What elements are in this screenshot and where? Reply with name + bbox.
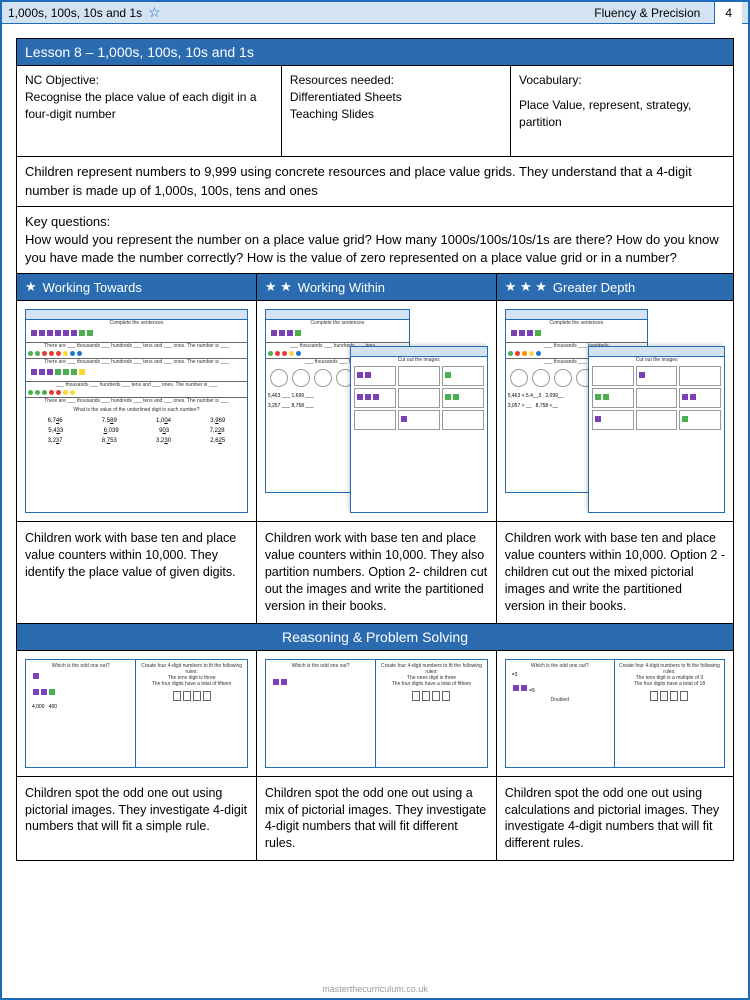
within-worksheet: Complete the sentences ___ thousands ___…: [257, 301, 497, 521]
worksheet-pair: Complete the sentences ___ thousands ___…: [265, 309, 488, 513]
worksheet-front-thumb: Cut out the images: [350, 346, 488, 513]
footer-url: masterthecurriculum.co.uk: [322, 984, 428, 994]
main-content: Lesson 8 – 1,000s, 100s, 10s and 1s NC O…: [2, 24, 748, 875]
reasoning-descriptions: Children spot the odd one out using pict…: [17, 776, 733, 861]
worksheet-front-thumb: Cut out the images: [588, 346, 725, 513]
worksheets-row: Complete the sentences There are ___ tho…: [17, 300, 733, 521]
objective-text: Recognise the place value of each digit …: [25, 89, 273, 123]
level-headers-row: ★ Working Towards ★ ★ Working Within ★ ★…: [17, 273, 733, 300]
reasoning-header: Reasoning & Problem Solving: [17, 623, 733, 650]
working-within-header: ★ ★ Working Within: [257, 274, 497, 300]
page-header: 1,000s, 100s, 10s and 1s ☆ Fluency & Pre…: [2, 2, 748, 24]
depth-label: Greater Depth: [553, 280, 635, 295]
reasoning-thumb-2: Which is the odd one out? Create four 4-…: [257, 651, 497, 776]
working-towards-header: ★ Working Towards: [17, 274, 257, 300]
star-icon: ★ ★: [265, 279, 292, 295]
resources-label: Resources needed:: [290, 72, 502, 89]
towards-label: Working Towards: [43, 280, 142, 295]
depth-worksheet: Complete the sentences ___ thousands ___…: [497, 301, 733, 521]
level-descriptions: Children work with base ten and place va…: [17, 521, 733, 622]
vocab-cell: Vocabulary: Place Value, represent, stra…: [511, 66, 733, 156]
header-right-group: Fluency & Precision 4: [594, 2, 742, 24]
objective-cell: NC Objective: Recognise the place value …: [17, 66, 282, 156]
towards-desc: Children work with base ten and place va…: [17, 522, 257, 622]
depth-desc: Children work with base ten and place va…: [497, 522, 733, 622]
key-questions: How would you represent the number on a …: [25, 231, 725, 267]
lesson-table: Lesson 8 – 1,000s, 100s, 10s and 1s NC O…: [16, 38, 734, 861]
header-left-group: 1,000s, 100s, 10s and 1s ☆: [8, 4, 161, 21]
objective-label: NC Objective:: [25, 72, 273, 89]
key-q-label: Key questions:: [25, 213, 725, 231]
reasoning-thumb-1: Which is the odd one out? 4,000 400 Crea…: [17, 651, 257, 776]
greater-depth-header: ★ ★ ★ Greater Depth: [497, 274, 733, 300]
within-desc: Children work with base ten and place va…: [257, 522, 497, 622]
towards-worksheet: Complete the sentences There are ___ tho…: [17, 301, 257, 521]
lesson-title: Lesson 8 – 1,000s, 100s, 10s and 1s: [17, 39, 733, 65]
reasoning-desc-3: Children spot the odd one out using calc…: [497, 777, 733, 861]
vocab-text: Place Value, represent, strategy, partit…: [519, 97, 725, 131]
reasoning-desc-2: Children spot the odd one out using a mi…: [257, 777, 497, 861]
resources-text: Differentiated Sheets Teaching Slides: [290, 89, 502, 123]
category-label: Fluency & Precision: [594, 6, 700, 20]
reasoning-desc-1: Children spot the odd one out using pict…: [17, 777, 257, 861]
vocab-label: Vocabulary:: [519, 72, 725, 89]
key-questions-row: Key questions: How would you represent t…: [17, 206, 733, 274]
description-row: Children represent numbers to 9,999 usin…: [17, 156, 733, 205]
within-label: Working Within: [298, 280, 385, 295]
star-icon: ☆: [148, 4, 161, 21]
resources-cell: Resources needed: Differentiated Sheets …: [282, 66, 511, 156]
page-number: 4: [714, 2, 742, 24]
star-icon: ★ ★ ★: [505, 279, 547, 295]
reasoning-thumb-3: Which is the odd one out? =3 =5 Doubled …: [497, 651, 733, 776]
star-icon: ★: [25, 279, 37, 295]
worksheet-thumbnail: Complete the sentences There are ___ tho…: [25, 309, 248, 513]
info-row: NC Objective: Recognise the place value …: [17, 65, 733, 156]
reasoning-thumbs-row: Which is the odd one out? 4,000 400 Crea…: [17, 650, 733, 776]
topic-title: 1,000s, 100s, 10s and 1s: [8, 6, 142, 20]
worksheet-pair: Complete the sentences ___ thousands ___…: [505, 309, 725, 513]
